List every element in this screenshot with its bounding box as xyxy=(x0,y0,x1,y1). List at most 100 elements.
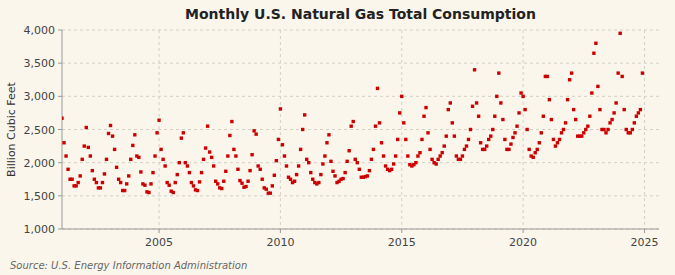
point xyxy=(329,160,332,163)
point xyxy=(515,124,518,127)
point xyxy=(521,95,524,98)
point xyxy=(461,154,464,157)
point xyxy=(125,182,128,185)
point xyxy=(331,170,334,173)
y-tick-label: 2,500 xyxy=(24,124,56,137)
point xyxy=(455,154,458,157)
point xyxy=(321,162,324,165)
point xyxy=(297,164,300,167)
point xyxy=(161,158,164,161)
point xyxy=(246,180,249,183)
point xyxy=(254,132,257,135)
point xyxy=(301,128,304,131)
point xyxy=(248,169,251,172)
y-grid-line xyxy=(62,162,659,163)
point xyxy=(509,142,512,145)
point xyxy=(76,181,79,184)
y-axis-label: Billion Cubic Feet xyxy=(5,81,18,176)
point xyxy=(220,187,223,190)
point xyxy=(137,156,140,159)
point xyxy=(414,161,417,164)
point xyxy=(109,124,112,127)
point xyxy=(93,178,96,181)
point xyxy=(299,148,302,151)
point xyxy=(475,101,478,104)
point xyxy=(186,164,189,167)
x-grid-line xyxy=(644,30,645,229)
point xyxy=(523,108,526,111)
point xyxy=(62,117,64,120)
point xyxy=(236,168,239,171)
point xyxy=(519,91,522,94)
x-grid-line xyxy=(159,30,160,229)
point xyxy=(428,148,431,151)
point xyxy=(420,138,423,141)
point xyxy=(87,146,90,149)
y-tick xyxy=(58,129,62,130)
point xyxy=(269,191,272,194)
point xyxy=(620,75,623,78)
point xyxy=(206,124,209,127)
point xyxy=(574,118,577,121)
point xyxy=(198,180,201,183)
x-axis-line xyxy=(62,229,659,230)
point xyxy=(513,131,516,134)
x-tick-label: 2010 xyxy=(266,236,294,249)
point xyxy=(89,154,92,157)
point xyxy=(64,154,67,157)
point xyxy=(250,153,253,156)
y-tick xyxy=(58,229,62,230)
point xyxy=(497,71,500,74)
point xyxy=(303,113,306,116)
point xyxy=(560,131,563,134)
point xyxy=(438,154,441,157)
point xyxy=(564,121,567,124)
point xyxy=(305,158,308,161)
point xyxy=(372,148,375,151)
point xyxy=(343,171,346,174)
point xyxy=(119,181,122,184)
point xyxy=(562,128,565,131)
point xyxy=(568,78,571,81)
point xyxy=(602,128,605,131)
point xyxy=(392,162,395,165)
point xyxy=(293,180,296,183)
point xyxy=(202,158,205,161)
point xyxy=(62,141,65,144)
source: Source: U.S. Energy Information Administ… xyxy=(10,260,247,271)
point xyxy=(447,108,450,111)
point xyxy=(149,182,152,185)
point xyxy=(83,144,86,147)
point xyxy=(157,119,160,122)
point xyxy=(493,115,496,118)
point xyxy=(374,124,377,127)
point xyxy=(588,115,591,118)
point xyxy=(258,168,261,171)
y-tick-label: 3,000 xyxy=(24,90,56,103)
point xyxy=(182,131,185,134)
point xyxy=(95,181,98,184)
point xyxy=(445,134,448,137)
point xyxy=(345,160,348,163)
point xyxy=(285,164,288,167)
point xyxy=(398,111,401,114)
y-grid-line xyxy=(62,195,659,196)
chart: 1,0001,5002,0002,5003,0003,5004,00020052… xyxy=(0,0,675,275)
point xyxy=(66,168,69,171)
point xyxy=(74,184,77,187)
point xyxy=(178,161,181,164)
point xyxy=(489,134,492,137)
point xyxy=(430,158,433,161)
point xyxy=(534,151,537,154)
point xyxy=(406,154,409,157)
point xyxy=(499,101,502,104)
point xyxy=(277,138,280,141)
point xyxy=(479,141,482,144)
point xyxy=(641,71,644,74)
point xyxy=(99,186,102,189)
point xyxy=(536,148,539,151)
point xyxy=(208,150,211,153)
point xyxy=(495,95,498,98)
y-grid-line xyxy=(62,229,659,230)
point xyxy=(614,101,617,104)
